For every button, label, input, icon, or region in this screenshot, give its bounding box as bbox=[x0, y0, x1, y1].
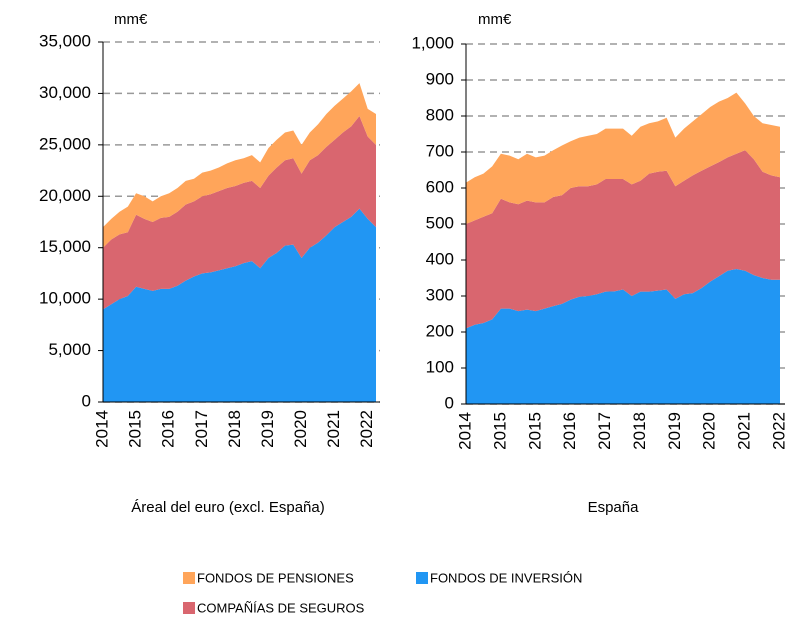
x-tick-label: 2015 bbox=[126, 410, 145, 448]
chart: mm€ España 0 100 200 300 400 500 600 700 800 900 1,0… bbox=[411, 11, 788, 516]
y-tick-label: 400 bbox=[426, 249, 454, 268]
x-tick-label: 2014 bbox=[455, 412, 474, 450]
y-tick-label: 900 bbox=[426, 69, 454, 88]
x-tick-label: 2020 bbox=[700, 412, 719, 450]
x-tick-label: 2018 bbox=[225, 410, 244, 448]
legend-label: FONDOS DE INVERSIÓN bbox=[430, 570, 582, 585]
x-tick-label: 2018 bbox=[630, 412, 649, 450]
y-tick-label: 30,000 bbox=[39, 83, 91, 102]
legend-label: FONDOS DE PENSIONES bbox=[197, 570, 354, 585]
y-tick-label: 100 bbox=[426, 357, 454, 376]
y-tick-label: 800 bbox=[426, 105, 454, 124]
y-tick-label: 10,000 bbox=[39, 289, 91, 308]
y-tick-label: 300 bbox=[426, 285, 454, 304]
x-tick-label: 2015 bbox=[490, 412, 509, 450]
x-tick-label: 2022 bbox=[769, 412, 788, 450]
y-tick-label: 700 bbox=[426, 141, 454, 160]
x-tick-label: 2017 bbox=[595, 412, 614, 450]
area bbox=[103, 83, 376, 248]
x-tick-label: 2014 bbox=[92, 410, 111, 448]
y-axis-unit: mm€ bbox=[478, 11, 512, 28]
y-tick-label: 500 bbox=[426, 213, 454, 232]
legend: FONDOS DE PENSIONES FONDOS DE INVERSIÓN … bbox=[183, 570, 582, 615]
area bbox=[466, 150, 780, 329]
y-tick-label: 25,000 bbox=[39, 134, 91, 153]
y-tick-label: 5,000 bbox=[48, 340, 91, 359]
chart-subtitle: Áreal del euro (excl. España) bbox=[131, 499, 324, 516]
y-axis-unit: mm€ bbox=[114, 11, 148, 28]
x-tick-label: 2016 bbox=[159, 410, 178, 448]
y-tick-label: 0 bbox=[445, 393, 454, 412]
legend-label: COMPAÑÍAS DE SEGUROS bbox=[197, 600, 365, 615]
y-tick-label: 35,000 bbox=[39, 31, 91, 50]
chart: mm€ Áreal del euro (excl. España) 0 5,000 10… bbox=[39, 11, 380, 516]
legend-swatch bbox=[183, 572, 195, 584]
x-tick-label: 2016 bbox=[560, 412, 579, 450]
y-tick-label: 0 bbox=[82, 391, 91, 410]
area bbox=[466, 269, 780, 404]
y-tick-label: 1,000 bbox=[411, 33, 454, 52]
y-tick-label: 15,000 bbox=[39, 237, 91, 256]
y-tick-label: 200 bbox=[426, 321, 454, 340]
x-tick-label: 2020 bbox=[291, 410, 310, 448]
area bbox=[103, 116, 376, 310]
legend-swatch bbox=[183, 602, 195, 614]
x-tick-label: 2019 bbox=[258, 410, 277, 448]
x-tick-label: 2021 bbox=[324, 410, 343, 448]
x-tick-label: 2022 bbox=[357, 410, 376, 448]
x-tick-label: 2021 bbox=[735, 412, 754, 450]
y-tick-label: 600 bbox=[426, 177, 454, 196]
chart-subtitle: España bbox=[588, 499, 640, 516]
x-tick-label: 2019 bbox=[665, 412, 684, 450]
x-tick-label: 2015 bbox=[525, 412, 544, 450]
area bbox=[103, 208, 376, 402]
area bbox=[466, 92, 780, 224]
legend-swatch bbox=[416, 572, 428, 584]
x-tick-label: 2017 bbox=[192, 410, 211, 448]
y-tick-label: 20,000 bbox=[39, 186, 91, 205]
